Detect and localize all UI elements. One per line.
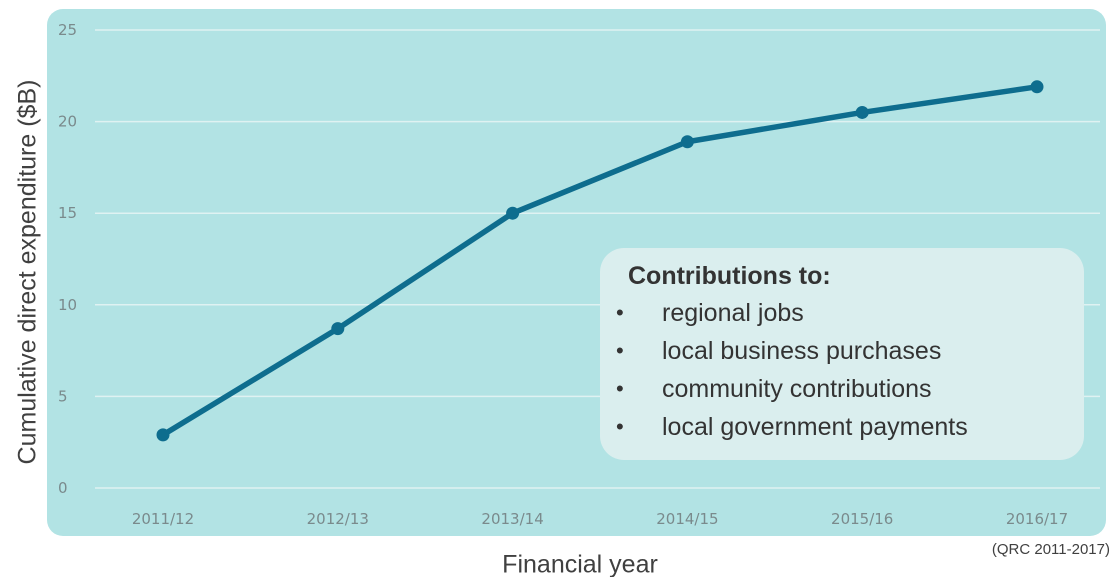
callout-item-label: local business purchases xyxy=(662,337,942,365)
contributions-callout: Contributions to: • regional jobs • loca… xyxy=(600,248,1084,460)
data-point xyxy=(156,428,170,442)
y-tick-label: 25 xyxy=(58,21,77,39)
x-tick-label: 2012/13 xyxy=(307,510,369,528)
callout-title: Contributions to: xyxy=(628,262,831,290)
callout-item-label: regional jobs xyxy=(662,299,804,327)
y-tick-label: 20 xyxy=(58,113,77,131)
data-point xyxy=(506,206,520,220)
y-axis-label: Cumulative direct expenditure ($B) xyxy=(13,79,42,465)
x-tick-label: 2013/14 xyxy=(481,510,543,528)
x-tick-label: 2016/17 xyxy=(1006,510,1068,528)
data-point xyxy=(331,322,345,336)
y-tick-label: 10 xyxy=(58,296,77,314)
callout-item: • local business purchases xyxy=(614,332,1084,370)
y-tick-label: 5 xyxy=(58,387,68,405)
data-point xyxy=(680,135,694,149)
x-tick-label: 2015/16 xyxy=(831,510,893,528)
bullet-icon: • xyxy=(616,300,624,325)
callout-item: • regional jobs xyxy=(614,294,1084,332)
bullet-icon: • xyxy=(616,376,624,401)
x-axis-label: Financial year xyxy=(502,550,658,577)
y-tick-label: 0 xyxy=(58,479,68,497)
y-tick-label: 15 xyxy=(58,204,77,222)
callout-list: • regional jobs • local business purchas… xyxy=(614,294,1084,446)
data-point xyxy=(1030,80,1044,94)
source-note: (QRC 2011-2017) xyxy=(991,541,1110,558)
bullet-icon: • xyxy=(616,338,624,363)
bullet-icon: • xyxy=(616,414,624,439)
data-point xyxy=(855,105,869,119)
x-tick-label: 2011/12 xyxy=(132,510,194,528)
callout-item-label: community contributions xyxy=(662,375,932,403)
callout-item: • community contributions xyxy=(614,370,1084,408)
series-line xyxy=(160,84,1040,438)
callout-item: • local government payments xyxy=(614,408,1084,446)
callout-item-label: local government payments xyxy=(662,413,968,441)
x-tick-label: 2014/15 xyxy=(656,510,718,528)
